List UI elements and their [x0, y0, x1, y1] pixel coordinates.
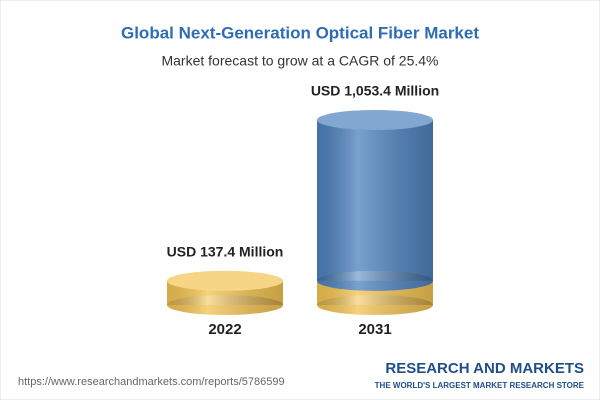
category-label: 2022 — [208, 321, 241, 338]
cylinder-bottom-shade — [317, 270, 433, 291]
cylinder-bottom-shade — [317, 295, 433, 315]
cylinder-top-highlight — [167, 270, 283, 291]
value-label: USD 1,053.4 Million — [311, 83, 439, 99]
chart-title: Global Next-Generation Optical Fiber Mar… — [121, 23, 479, 42]
source-url: https://www.researchandmarkets.com/repor… — [18, 376, 285, 388]
value-label: USD 137.4 Million — [167, 244, 284, 260]
cylinder-shade — [317, 120, 433, 281]
chart-subtitle: Market forecast to grow at a CAGR of 25.… — [161, 53, 438, 69]
cylinder-top-highlight — [317, 110, 433, 130]
cylinder-top — [317, 110, 433, 130]
category-label: 2031 — [358, 321, 391, 338]
cylinder-bottom-shade — [167, 295, 283, 315]
logo-name: RESEARCH AND MARKETS — [385, 360, 584, 377]
logo-tagline: THE WORLD'S LARGEST MARKET RESEARCH STOR… — [375, 381, 585, 390]
cylinder-top — [167, 270, 283, 291]
